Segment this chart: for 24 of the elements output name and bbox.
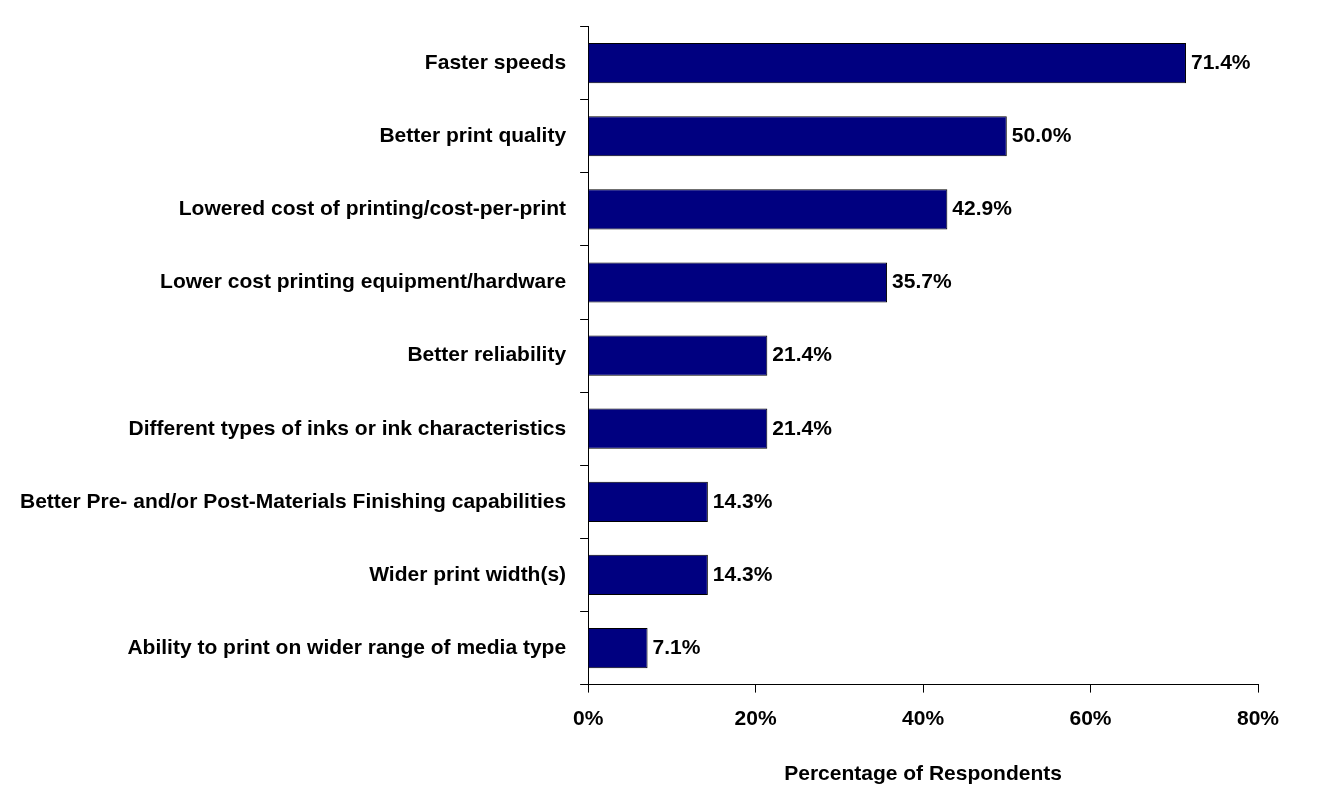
data-label: 35.7% <box>892 269 952 293</box>
data-label: 21.4% <box>772 415 833 439</box>
x-tick-label: 20% <box>734 706 777 729</box>
y-tick-label: Better print quality <box>379 123 567 147</box>
x-tick-label: 80% <box>1236 706 1280 729</box>
data-label: 7.1% <box>652 634 701 658</box>
data-label: 14.3% <box>712 561 773 585</box>
y-tick-label: Better reliability <box>407 342 567 366</box>
y-tick-label: Lower cost printing equipment/hardware <box>160 269 567 293</box>
y-tick-label: Different types of inks or ink characteristics <box>128 415 567 439</box>
y-tick-label: Wider print width(s) <box>369 561 567 585</box>
data-label: 50.0% <box>1011 123 1072 147</box>
y-tick-label: Lowered cost of printing/cost-per-print <box>178 196 567 220</box>
data-label: 42.9% <box>952 196 1013 220</box>
x-tick-label: 60% <box>1069 706 1112 729</box>
data-label: 71.4% <box>1190 49 1251 73</box>
x-tick-label: 0% <box>572 706 604 729</box>
data-label: 14.3% <box>712 488 773 512</box>
x-axis-title: Percentage of Respondents <box>784 761 1062 785</box>
data-label: 21.4% <box>772 342 833 366</box>
y-tick-label: Ability to print on wider range of media type <box>127 634 567 658</box>
y-tick-label: Better Pre- and/or Post-Materials Finishing capabilities <box>20 488 567 512</box>
y-tick-label: Faster speeds <box>424 49 567 73</box>
x-tick-label: 40% <box>902 706 945 729</box>
